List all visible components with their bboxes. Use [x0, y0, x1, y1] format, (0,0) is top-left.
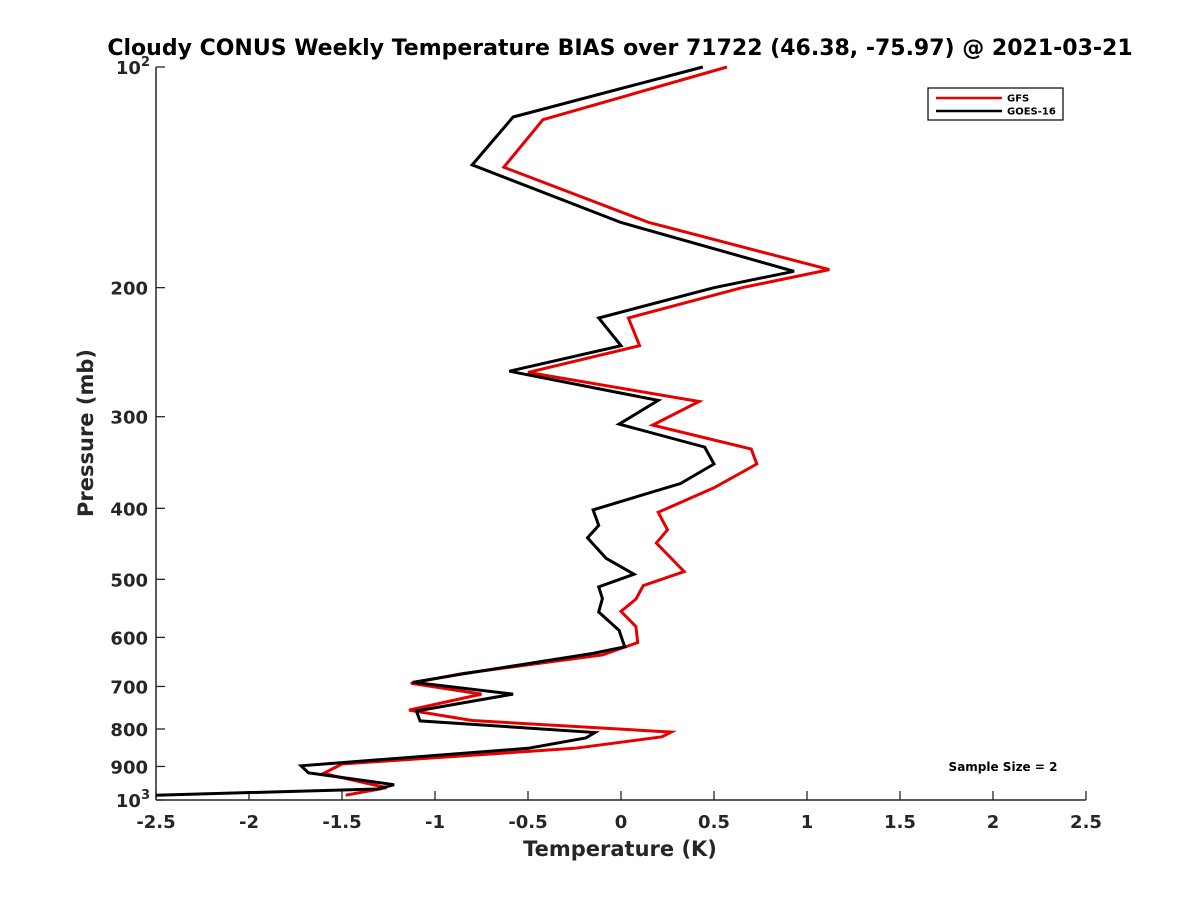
y-axis-label: Pressure (mb): [74, 349, 98, 517]
chart-title: Cloudy CONUS Weekly Temperature BIAS ove…: [107, 36, 1132, 61]
x-tick-label: -2: [239, 812, 259, 833]
x-tick-label: 0.5: [698, 812, 730, 833]
x-axis-label: Temperature (K): [523, 837, 717, 861]
y-tick-label: 900: [110, 757, 148, 778]
legend-label-goes16: GOES-16: [1007, 107, 1056, 118]
x-axis: -2.5 -2 -1.5 -1 -0.5 0 0.5 1 1.5 2 2.5: [136, 791, 1102, 833]
x-tick-label: 1.5: [884, 812, 916, 833]
y-axis: 102 200 300 400 500 600 700 800 900 103: [110, 55, 165, 812]
y-tick-label: 700: [110, 677, 148, 698]
series-line-gfs: [319, 65, 830, 797]
y-tick-label: 800: [110, 720, 148, 741]
x-tick-label: -2.5: [136, 812, 175, 833]
x-tick-label: 1: [801, 812, 814, 833]
x-tick-label: 2: [987, 812, 1000, 833]
legend-label-gfs: GFS: [1007, 94, 1029, 105]
x-tick-label: 2.5: [1070, 812, 1102, 833]
sample-size-annotation: Sample Size = 2: [949, 760, 1058, 774]
x-tick-label: 0: [615, 812, 628, 833]
y-tick-label: 300: [110, 408, 148, 429]
legend: GFS GOES-16: [927, 87, 1064, 121]
x-tick-label: -1.5: [322, 812, 361, 833]
series-line-goes16: [155, 65, 795, 797]
y-tick-label: 400: [110, 499, 148, 520]
x-tick-label: -0.5: [508, 812, 547, 833]
x-tick-label: -1: [425, 812, 445, 833]
y-tick-label: 600: [110, 628, 148, 649]
y-tick-label: 103: [116, 788, 150, 812]
y-tick-label: 500: [110, 570, 148, 591]
legend-box: [927, 87, 1064, 121]
series-layer: [155, 65, 830, 797]
y-tick-label: 200: [110, 279, 148, 300]
y-tick-label: 102: [116, 55, 150, 79]
